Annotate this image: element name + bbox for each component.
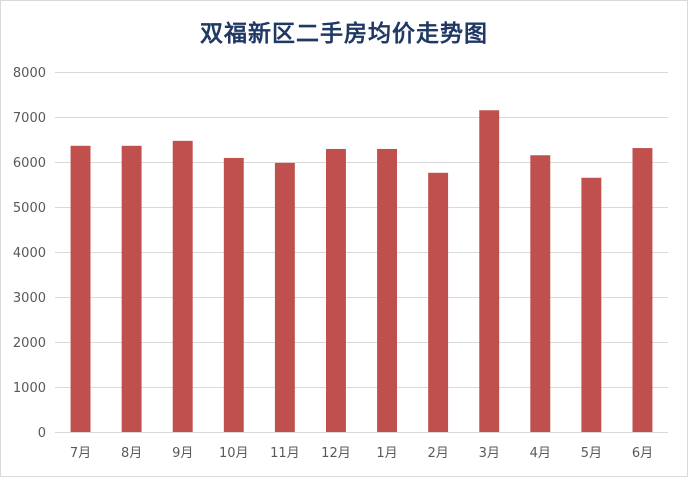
x-axis-ticks: 7月 8月 9月 10月 11月 12月 1月 2月 3月 4月 5月 6月 <box>70 446 653 461</box>
y-tick-label: 2000 <box>13 336 46 351</box>
y-tick-label: 5000 <box>13 201 46 216</box>
bar-8 <box>428 172 449 433</box>
bar-9 <box>479 110 500 432</box>
x-tick-label: 1月 <box>376 446 397 461</box>
bar-4 <box>223 157 244 432</box>
bar-5 <box>274 162 295 432</box>
x-tick-label: 5月 <box>581 446 602 461</box>
bar-3 <box>172 140 193 432</box>
x-tick-label: 3月 <box>479 446 500 461</box>
y-tick-label: 6000 <box>13 156 46 171</box>
bars <box>70 110 653 433</box>
y-tick-label: 4000 <box>13 246 46 261</box>
y-tick-label: 8000 <box>13 66 46 81</box>
chart-title: 双福新区二手房均价走势图 <box>200 20 488 47</box>
x-tick-label: 4月 <box>530 446 551 461</box>
y-tick-label: 7000 <box>13 111 46 126</box>
x-tick-label: 9月 <box>172 446 193 461</box>
y-axis-ticks: 0 1000 2000 3000 4000 5000 6000 7000 8000 <box>13 66 46 441</box>
y-tick-label: 3000 <box>13 291 46 306</box>
x-tick-label: 10月 <box>219 446 249 461</box>
bar-11 <box>581 177 602 432</box>
x-tick-label: 6月 <box>632 446 653 461</box>
gridlines <box>55 72 668 433</box>
bar-6 <box>326 148 346 432</box>
x-tick-label: 7月 <box>70 446 91 461</box>
bar-10 <box>530 155 551 432</box>
bar-2 <box>121 145 142 433</box>
x-tick-label: 12月 <box>321 446 351 461</box>
x-tick-label: 2月 <box>427 446 448 461</box>
bar-7 <box>377 148 397 432</box>
x-tick-label: 11月 <box>270 446 300 461</box>
x-tick-label: 8月 <box>121 446 142 461</box>
y-tick-label: 1000 <box>13 381 46 396</box>
bar-12 <box>632 148 653 433</box>
bar-1 <box>70 145 91 433</box>
y-tick-label: 0 <box>38 426 46 441</box>
